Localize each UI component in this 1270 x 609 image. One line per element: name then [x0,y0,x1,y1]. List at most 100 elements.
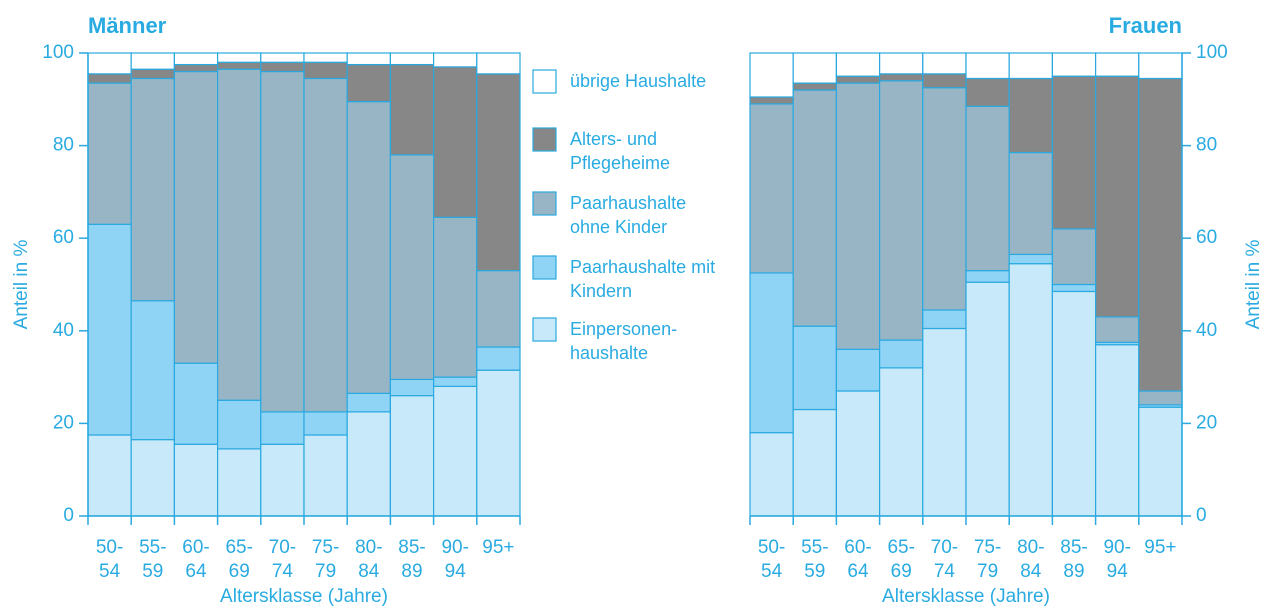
bar-segment [922,73,967,89]
bar-segment [346,63,392,103]
x-tick-label: 70-74 [931,537,958,582]
bar-segment [1094,344,1140,517]
bar-segment [749,52,794,98]
y-axis-label: Anteil in % [1243,240,1264,330]
bar-segment [878,80,924,341]
bar-segment [922,87,967,311]
x-tick-label: 75-79 [974,537,1001,582]
bar-segment [1051,283,1097,293]
bar-segment [173,70,219,364]
bar-segment [217,68,262,401]
bar-segment [389,52,435,66]
bar-segment [965,77,1010,107]
bar-segment [1051,75,1097,230]
x-tick-label: 80-84 [1017,537,1044,582]
bar-segment [878,339,924,369]
bar-segment [303,411,348,436]
bar-segment [389,63,435,156]
bar-segment [1094,52,1140,77]
bar-segment [1051,290,1097,517]
bar-segment [1138,77,1183,392]
y-tick-label: 0 [1196,505,1207,526]
legend-swatch [532,69,557,94]
bar-segment [792,325,838,411]
bar-segment [749,432,794,517]
bar-segment [217,448,262,517]
bar-segment [476,369,521,517]
bar-segment [346,392,392,413]
bar-segment [303,52,348,63]
bar-segment [1008,77,1054,154]
bar-segment [346,411,392,517]
legend-label: Paarhaushalte mit Kindern [570,257,716,301]
bar-segment [835,52,881,77]
bar-segment [1008,263,1054,517]
bar-segment [1094,75,1140,318]
bar-segment [173,63,219,73]
legend-swatch [532,127,557,152]
bar-segment [1051,52,1097,77]
x-tick-label: 75-79 [312,537,339,582]
bar-segment [433,376,478,387]
bar-segment [792,89,838,327]
bar-segment [173,362,219,445]
bar-segment [87,73,132,84]
x-tick-label: 95+ [482,537,514,558]
chart-title: Frauen [1109,13,1182,38]
y-tick-label: 0 [63,505,74,526]
bar-segment [130,439,175,517]
bar-segment [173,443,219,517]
bar-segment [433,52,478,68]
bar-segment [476,346,521,371]
bar-segment [173,52,219,66]
bar-segment [749,272,794,434]
y-tick-label: 80 [53,135,74,156]
x-tick-label: 85-89 [398,537,425,582]
bar-segment [835,75,881,84]
bar-segment [476,270,521,348]
x-tick-label: 80-84 [355,537,382,582]
bar-segment [965,52,1010,80]
x-tick-label: 50-54 [758,537,785,582]
bar-segment [878,367,924,517]
bar-segment [1138,52,1183,80]
y-tick-label: 80 [1196,135,1217,156]
y-tick-label: 40 [53,320,74,341]
bar-segment [835,348,881,392]
bar-segment [260,443,305,517]
bar-segment [433,216,478,378]
bar-segment [1138,390,1183,406]
bar-segment [433,66,478,218]
bar-segment [965,270,1010,283]
bar-segment [922,327,967,517]
bar-segment [346,52,392,66]
bar-segment [922,309,967,330]
bar-segment [87,223,132,436]
bar-segment [389,378,435,397]
y-tick-label: 60 [53,227,74,248]
x-tick-label: 90-94 [1103,537,1130,582]
bar-segment [87,82,132,225]
x-axis-label: Altersklasse (Jahre) [882,586,1050,607]
bar-segment [217,399,262,450]
bar-segment [476,73,521,272]
legend-label: Alters- und Pflegeheime [570,129,671,173]
x-tick-label: 60-64 [182,537,209,582]
bar-segment [878,52,924,75]
x-axis-label: Altersklasse (Jahre) [220,586,388,607]
bar-segment [792,408,838,517]
bar-segment [346,101,392,394]
bar-segment [476,52,521,75]
legend-swatch [532,317,557,342]
x-tick-label: 90-94 [441,537,468,582]
legend-label: Paarhaushalte ohne Kinder [570,193,687,237]
y-axis-label: Anteil in % [11,240,32,330]
bar-segment [389,154,435,381]
bar-segment [303,434,348,517]
bar-segment [878,73,924,82]
bar-segment [130,77,175,302]
bar-segment [835,390,881,517]
bar-segment [749,103,794,274]
